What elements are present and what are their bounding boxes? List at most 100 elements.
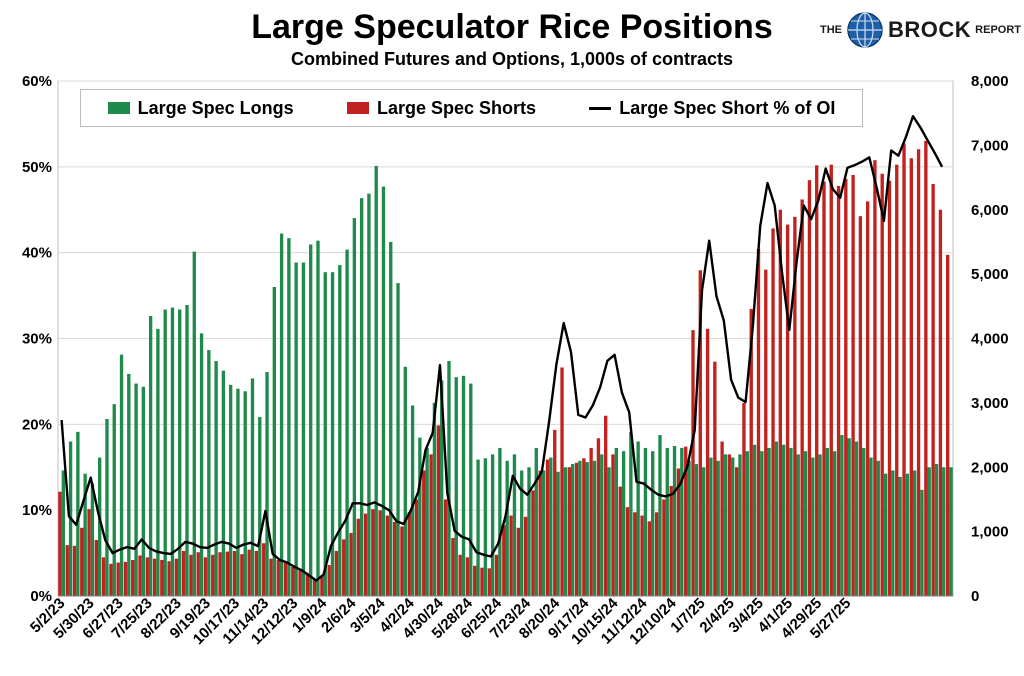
long-bar [91, 483, 94, 596]
right-axis-tick-label: 8,000 [971, 73, 1009, 90]
long-bar [680, 448, 683, 596]
long-bar [942, 467, 945, 596]
short-bar [342, 539, 345, 596]
long-bar [928, 467, 931, 596]
short-bar [204, 557, 207, 596]
long-bar [382, 187, 385, 596]
short-bar [58, 492, 61, 596]
long-bar [345, 250, 348, 596]
short-bar [582, 458, 585, 596]
long-bar [782, 445, 785, 596]
long-bar [316, 241, 319, 596]
long-bar [935, 464, 938, 596]
long-bar [840, 435, 843, 596]
left-axis-tick-label: 20% [22, 416, 52, 433]
long-bar [120, 355, 123, 596]
long-bar [600, 454, 603, 596]
long-bar [142, 387, 145, 596]
short-bar [691, 330, 694, 596]
short-bar [895, 165, 898, 596]
short-bar [255, 551, 258, 596]
short-bar [189, 555, 192, 596]
short-bar [604, 416, 607, 596]
long-bar [687, 461, 690, 596]
legend-swatch-longs [108, 102, 130, 114]
short-bar [226, 552, 229, 596]
short-bar [742, 403, 745, 596]
short-bar [233, 551, 236, 596]
short-bar [73, 546, 76, 596]
short-bar [429, 454, 432, 596]
short-bar [284, 563, 287, 596]
short-bar [66, 545, 69, 596]
long-bar [738, 454, 741, 596]
short-bar [218, 552, 221, 596]
long-bar [338, 265, 341, 596]
long-bar [862, 448, 865, 596]
long-bar [833, 451, 836, 596]
legend-label-shorts: Large Spec Shorts [377, 98, 536, 119]
short-bar [269, 559, 272, 596]
long-bar [113, 404, 116, 596]
long-bar [636, 442, 639, 597]
long-bar [258, 417, 261, 596]
long-bar [476, 460, 479, 596]
long-bar [629, 432, 632, 596]
right-axis-tick-label: 2,000 [971, 459, 1009, 476]
short-bar [851, 175, 854, 596]
long-bar [811, 458, 814, 596]
short-bar [124, 562, 127, 596]
long-bar [105, 419, 108, 596]
long-bar [62, 470, 65, 596]
short-bar [298, 570, 301, 596]
long-bar [251, 378, 254, 596]
short-bar [786, 225, 789, 596]
short-bar [720, 442, 723, 597]
short-bar [473, 566, 476, 596]
long-bar [891, 470, 894, 596]
short-bar [706, 329, 709, 596]
short-bar [444, 499, 447, 596]
long-bar [578, 461, 581, 596]
short-bar [480, 568, 483, 596]
short-bar [408, 512, 411, 596]
short-bar [546, 460, 549, 596]
long-bar [375, 166, 378, 596]
long-bar [753, 445, 756, 596]
short-bar [451, 538, 454, 596]
short-bar [917, 149, 920, 596]
short-bar [182, 551, 185, 596]
long-bar [367, 194, 370, 596]
short-bar [939, 210, 942, 596]
short-bar [247, 550, 250, 596]
short-bar [517, 528, 520, 596]
short-bar [197, 552, 200, 596]
long-bar [607, 467, 610, 596]
long-bar [498, 448, 501, 596]
short-bar [495, 555, 498, 596]
short-bar [240, 554, 243, 596]
long-bar [506, 461, 509, 596]
short-bar [640, 516, 643, 596]
long-bar [265, 372, 268, 596]
left-axis-tick-label: 10% [22, 502, 52, 519]
short-bar [95, 540, 98, 596]
short-bar [167, 561, 170, 596]
long-bar [236, 389, 239, 596]
long-bar [760, 451, 763, 596]
short-bar [757, 249, 760, 596]
chart-legend: Large Spec Longs Large Spec Shorts Large… [80, 89, 863, 127]
short-bar [160, 560, 163, 596]
short-bar [902, 143, 905, 596]
short-bar [466, 557, 469, 596]
short-bar [910, 158, 913, 596]
short-bar [830, 165, 833, 596]
short-bar [138, 555, 141, 596]
short-bar [837, 186, 840, 596]
short-bar [357, 519, 360, 596]
long-bar [178, 310, 181, 596]
short-bar [946, 255, 949, 596]
long-bar [134, 384, 137, 596]
short-bar [815, 165, 818, 596]
short-bar [488, 568, 491, 596]
